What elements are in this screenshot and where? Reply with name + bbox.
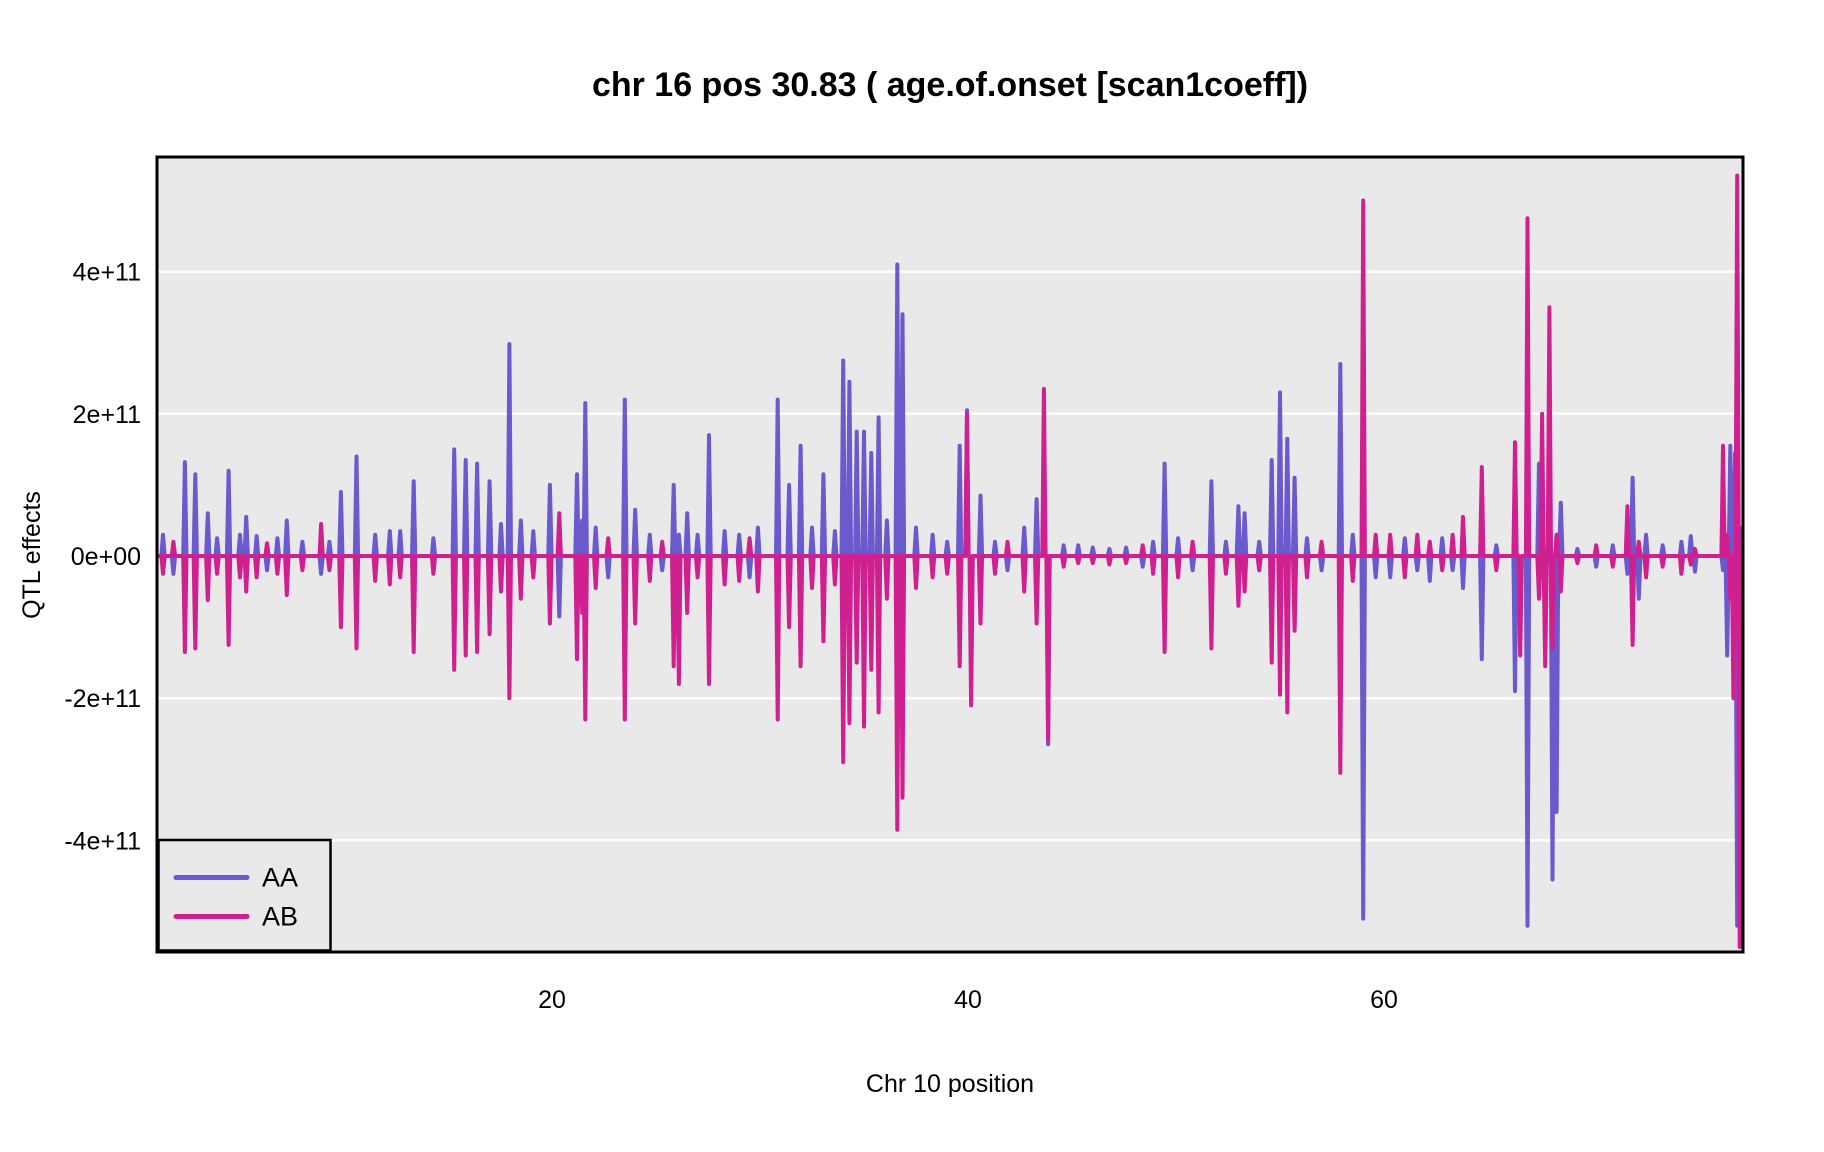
y-tick-label: 4e+11 xyxy=(73,259,141,287)
y-tick-label: 2e+11 xyxy=(73,401,141,429)
y-tick-label: 0e+00 xyxy=(71,543,141,571)
y-axis-tick-labels: 4e+11 2e+11 0e+00 -2e+11 -4e+11 xyxy=(64,259,141,856)
y-axis-label: QTL effects xyxy=(18,491,46,619)
series-AB-line xyxy=(157,173,1743,949)
y-tick-label: -2e+11 xyxy=(64,685,141,713)
legend: AA AB xyxy=(157,838,332,952)
x-tick-label: 40 xyxy=(954,986,982,1014)
legend-box xyxy=(157,838,332,952)
legend-label-AB: AB xyxy=(262,902,298,932)
x-axis-tick-labels: 20 40 60 xyxy=(538,986,1398,1014)
legend-label-AA: AA xyxy=(262,863,298,893)
x-tick-label: 60 xyxy=(1370,986,1398,1014)
x-tick-label: 20 xyxy=(538,986,566,1014)
series-lines xyxy=(157,173,1743,949)
x-axis-label: Chr 10 position xyxy=(866,1070,1034,1098)
y-tick-label: -4e+11 xyxy=(64,827,141,855)
plot-border xyxy=(155,155,1745,954)
chart-title: chr 16 pos 30.83 ( age.of.onset [scan1co… xyxy=(592,66,1308,104)
